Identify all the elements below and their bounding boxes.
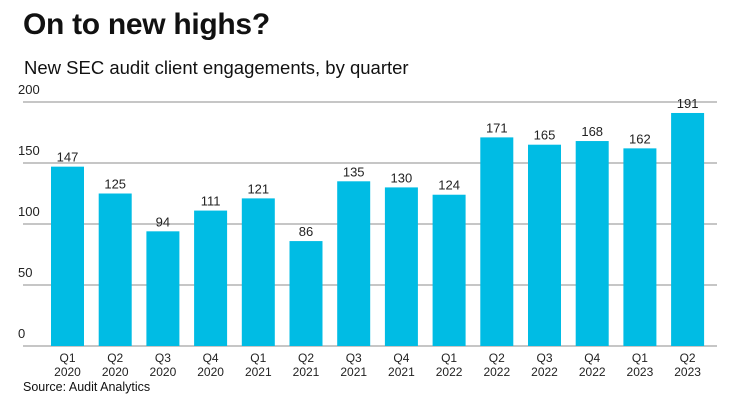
x-tick-label-year: 2022 [483,365,510,379]
x-tick-label-year: 2022 [579,365,606,379]
bar [146,231,180,346]
x-tick-label-quarter: Q3 [536,351,552,365]
x-tick-label-quarter: Q1 [632,351,648,365]
bar [575,141,609,346]
data-label: 121 [247,181,269,196]
x-tick-label-year: 2020 [150,365,177,379]
x-tick-label-quarter: Q2 [298,351,314,365]
x-tick-label-year: 2020 [197,365,224,379]
x-tick-label-year: 2022 [531,365,558,379]
bar [480,137,514,346]
x-tick-label-year: 2023 [627,365,654,379]
data-label: 86 [299,224,313,239]
source-note: Source: Audit Analytics [23,380,151,394]
x-tick-label-year: 2021 [340,365,367,379]
x-tick-label-quarter: Q3 [155,351,171,365]
x-tick-label-quarter: Q1 [441,351,457,365]
x-tick-label-year: 2020 [102,365,129,379]
x-tick-label-year: 2020 [54,365,81,379]
y-tick-label: 150 [18,143,40,158]
data-label: 171 [486,120,508,135]
x-axis: Q12020Q22020Q32020Q42020Q12021Q22021Q320… [54,351,701,379]
y-tick-label: 50 [18,265,32,280]
bar [289,241,323,346]
bar [98,193,132,346]
data-label: 130 [391,170,413,185]
x-tick-label-year: 2021 [388,365,415,379]
x-tick-label-year: 2023 [674,365,701,379]
x-tick-label-quarter: Q1 [250,351,266,365]
x-tick-label-quarter: Q2 [680,351,696,365]
data-label: 162 [629,131,651,146]
data-labels: 147 125 94 111 121 86 135 130 124 171 165 168 162 191 [57,96,699,239]
y-tick-label: 200 [18,82,40,97]
data-label: 147 [57,150,79,165]
x-tick-label-quarter: Q3 [346,351,362,365]
bar [671,112,705,346]
data-label: 125 [104,177,126,192]
bar [384,187,418,346]
bar [194,210,228,346]
x-tick-label-year: 2022 [436,365,463,379]
data-label: 111 [201,194,221,209]
chart-subtitle: New SEC audit client engagements, by qua… [24,57,409,78]
y-tick-label: 100 [18,204,40,219]
data-label: 168 [581,124,603,139]
data-label: 191 [677,96,699,111]
data-label: 124 [438,178,460,193]
bar [51,166,84,346]
x-tick-label-quarter: Q4 [203,351,219,365]
data-label: 94 [156,214,170,229]
bar [337,181,371,346]
x-tick-label-quarter: Q1 [59,351,75,365]
x-tick-label-quarter: Q2 [489,351,505,365]
bar [241,198,275,346]
y-tick-label: 0 [18,326,25,341]
chart-title: On to new highs? [23,8,270,41]
bar [528,144,561,346]
bars [51,112,705,346]
bar [623,148,657,346]
x-tick-label-quarter: Q2 [107,351,123,365]
x-tick-label-year: 2021 [245,365,272,379]
data-label: 135 [343,164,365,179]
y-axis: 0 50 100 150 200 [18,82,40,341]
x-tick-label-year: 2021 [293,365,320,379]
data-label: 165 [534,128,556,143]
x-tick-label-quarter: Q4 [584,351,600,365]
x-tick-label-quarter: Q4 [393,351,409,365]
bar [432,194,466,346]
